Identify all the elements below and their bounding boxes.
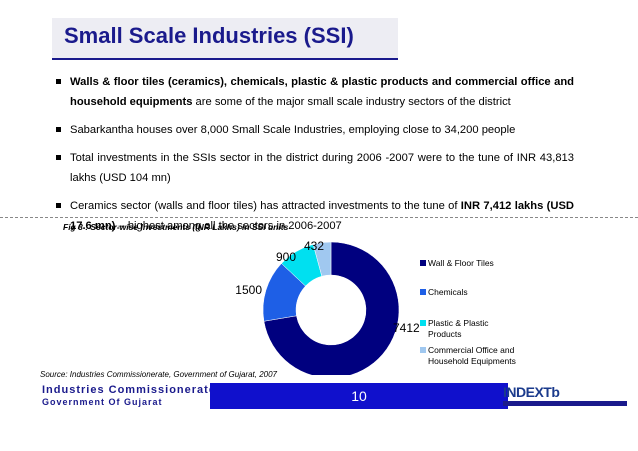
legend-label: Household Equipments [428, 356, 516, 366]
page-number: 10 [351, 388, 367, 404]
donut-slice [263, 241, 400, 375]
legend-label: Plastic & Plastic [428, 318, 489, 328]
logo-text: INDEXTb [503, 384, 560, 400]
divider [0, 217, 638, 218]
legend-label: Products [428, 329, 462, 339]
bullet-item: Walls & floor tiles (ceramics), chemical… [54, 72, 574, 112]
bullet-text: Sabarkantha houses over 8,000 Small Scal… [70, 124, 516, 136]
legend-swatch [420, 347, 426, 353]
legend-swatch [420, 320, 426, 326]
bullet-text: – highest among all the sectors in 2006-… [115, 220, 342, 232]
legend-label: Wall & Floor Tiles [428, 258, 494, 268]
source-note: Source: Industries Commissionerate, Gove… [40, 370, 277, 379]
slice-value-label: 7412 [393, 321, 420, 335]
legend-label: Commercial Office and [428, 345, 515, 355]
donut-slice [312, 241, 332, 277]
footer-org-line1: Industries Commissionerate [42, 384, 216, 396]
indextb-logo: INDEXTb [495, 383, 635, 409]
slice-value-label: 432 [304, 240, 324, 253]
bullet-item: Sabarkantha houses over 8,000 Small Scal… [54, 120, 574, 140]
bullet-text: Walls & floor tiles (ceramics), chemical… [70, 76, 574, 108]
bullet-text: are some of the major small scale indust… [192, 96, 511, 108]
footer-org: Industries Commissionerate Government Of… [40, 383, 215, 409]
legend-swatch [420, 289, 426, 295]
footer-org-line2: Government Of Gujarat [42, 397, 163, 407]
slice-value-label: 900 [276, 250, 296, 264]
figure-caption: Fig 3 : Sector-wise Investments (INR Lak… [63, 222, 289, 232]
bullet-item: Total investments in the SSIs sector in … [54, 148, 574, 188]
legend-label: Chemicals [428, 287, 468, 297]
footer: Industries Commissionerate Government Of… [40, 383, 638, 409]
bullet-text: INR 7,412 lakhs (USD 17.6 mn) [70, 200, 574, 232]
title-bar: Small Scale Industries (SSI) [52, 18, 398, 60]
bullet-item: Ceramics sector (walls and floor tiles) … [54, 196, 574, 236]
donut-chart: 7412 1500 900 432 Wall & Floor Tiles Chemical… [235, 240, 516, 375]
footer-band: 10 [210, 383, 508, 409]
bullet-text: Total investments in the SSIs sector in … [70, 152, 574, 184]
bullet-text: Ceramics sector (walls and floor tiles) … [70, 200, 461, 212]
bullet-list: Walls & floor tiles (ceramics), chemical… [54, 72, 574, 244]
legend-swatch [420, 260, 426, 266]
slice-value-label: 1500 [235, 283, 262, 297]
page-title: Small Scale Industries (SSI) [64, 23, 354, 48]
logo-bar [503, 401, 627, 406]
